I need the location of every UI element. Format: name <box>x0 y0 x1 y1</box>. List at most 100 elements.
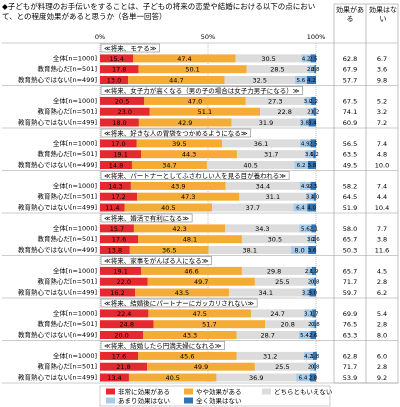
bar-value-label: 2.5 <box>309 141 318 147</box>
bar-value-label: 19.1 <box>113 267 127 275</box>
bar-segment <box>212 203 294 212</box>
bar-value-label: 3.2 <box>302 291 311 297</box>
bar-segment <box>294 76 307 84</box>
bar-segment <box>313 192 316 201</box>
bar-value-label: 1.7 <box>310 311 319 317</box>
x-tick-label: 0% <box>95 33 105 41</box>
bar-value-label: 13.4 <box>107 374 121 382</box>
bar-value-label: 43.9 <box>171 182 185 190</box>
bar-value-label: 43.5 <box>175 289 189 297</box>
bar-segment <box>302 288 310 297</box>
row-label: 教育熱心だ[n=501] <box>37 192 97 201</box>
bar-segment <box>100 309 149 318</box>
bar-value-label: 0.8 <box>311 322 320 328</box>
bar-value-label: 17.2 <box>111 193 125 201</box>
bar-segment <box>100 139 137 148</box>
bar-value-label: 2.8 <box>309 376 318 382</box>
bar-segment <box>307 235 315 244</box>
bar-value-label: 31.9 <box>259 119 273 127</box>
summary-value: 63.3 <box>343 332 357 340</box>
bar-segment <box>310 320 315 329</box>
bar-segment <box>236 150 306 159</box>
bar-segment <box>304 309 313 318</box>
bar-value-label: 2.5 <box>309 184 318 190</box>
bar-segment <box>138 235 242 244</box>
bar-segment <box>100 96 145 105</box>
row-label: 全体[n=1000] <box>53 138 97 147</box>
bar-value-label: 51.1 <box>198 108 212 116</box>
group-label-box <box>100 298 258 308</box>
summary-value: 59.7 <box>343 289 357 297</box>
bar-segment <box>100 192 138 201</box>
row-label: 教育熱心ではない[n=499] <box>18 373 97 382</box>
row-label: 全体[n=1000] <box>53 96 97 105</box>
row-label: 教育熱心ではない[n=499] <box>18 330 97 339</box>
x-tick-label: 50% <box>201 33 215 41</box>
bar-value-label: 24.8 <box>120 321 134 329</box>
bar-value-label: 3.4 <box>306 195 315 201</box>
bar-segment <box>314 277 316 286</box>
bar-value-label: 51.7 <box>202 321 216 329</box>
bar-segment <box>224 76 295 84</box>
summary-value: 2.8 <box>377 321 387 329</box>
bar-value-label: 17.0 <box>111 140 125 148</box>
bar-value-label: 27.3 <box>268 97 282 105</box>
bar-segment <box>304 96 312 105</box>
bar-segment <box>309 373 316 382</box>
summary-value: 5.4 <box>377 310 387 318</box>
bar-segment <box>314 362 316 371</box>
bar-value-label: 21.8 <box>116 363 130 371</box>
bar-segment <box>307 203 316 212</box>
bar-segment <box>138 351 237 360</box>
summary-value: 6.7 <box>377 55 387 63</box>
group-label-box <box>100 86 303 95</box>
row-label: 全体[n=1000] <box>53 266 97 275</box>
bar-value-label: 2.0 <box>308 322 317 328</box>
bar-segment <box>149 107 261 116</box>
bar-value-label: 20.5 <box>115 97 129 105</box>
group-label-box <box>100 341 225 350</box>
bar-segment <box>100 150 142 159</box>
bar-value-label: 15.4 <box>109 55 123 63</box>
summary-value: 74.1 <box>343 108 357 116</box>
bar-segment <box>138 118 232 127</box>
bar-segment <box>298 331 311 339</box>
bar-value-label: 3.2 <box>307 237 316 243</box>
bar-value-label: 3.7 <box>304 311 313 317</box>
summary-value: 6.0 <box>377 352 387 360</box>
group-label-box <box>100 213 193 223</box>
bar-value-label: 34.4 <box>256 182 270 190</box>
bar-segment <box>254 362 310 371</box>
bar-segment <box>301 54 311 63</box>
bar-segment <box>225 224 300 233</box>
summary-value: 58.0 <box>343 225 357 233</box>
summary-value: 67.9 <box>343 66 357 74</box>
bar-value-label: 3.8 <box>300 121 309 127</box>
bar-segment <box>136 139 223 148</box>
bar-segment <box>143 331 237 339</box>
summary-value: 56.5 <box>343 140 357 148</box>
bar-segment <box>309 288 316 297</box>
legend-label: やや効果がある <box>196 387 242 396</box>
bar-segment <box>141 150 237 159</box>
bar-value-label: 46.6 <box>184 267 198 275</box>
bar-segment <box>309 362 315 371</box>
bar-value-label: 0.8 <box>311 280 320 286</box>
bar-value-label: 44.7 <box>169 77 183 85</box>
summary-value: 7.2 <box>377 119 387 127</box>
bar-segment <box>241 266 307 275</box>
bar-segment <box>260 107 310 116</box>
bar-segment <box>216 373 297 382</box>
bar-value-label: 4.9 <box>301 141 310 147</box>
bar-segment <box>246 65 309 74</box>
row-label: 教育熱心だ[n=501] <box>37 107 97 116</box>
bar-value-label: 6.4 <box>299 376 308 382</box>
row-label: 教育熱心だ[n=501] <box>37 149 97 158</box>
bar-segment <box>225 181 301 190</box>
bar-value-label: 5.6 <box>301 226 310 232</box>
bar-segment <box>100 107 150 116</box>
row-label: 全体[n=1000] <box>53 181 97 190</box>
bar-value-label: 47.3 <box>181 193 195 201</box>
